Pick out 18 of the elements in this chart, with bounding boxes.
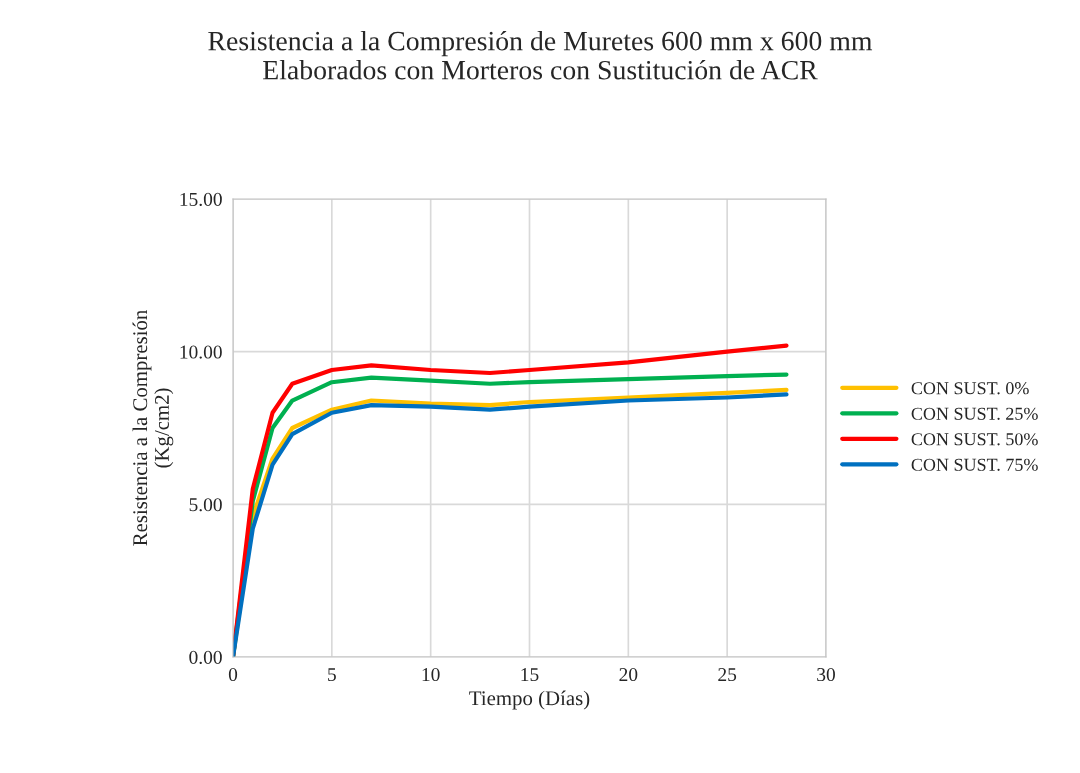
- legend-label: CON SUST. 0%: [911, 382, 1029, 395]
- y-tick-label: 0.00: [189, 650, 222, 665]
- legend-label: CON SUST. 25%: [911, 407, 1038, 420]
- x-tick-label: 20: [619, 667, 638, 682]
- y-tick-label: 15.00: [180, 192, 222, 207]
- x-tick-label: 25: [718, 668, 737, 682]
- x-tick-label: 5: [328, 668, 336, 682]
- x-tick-label: 30: [817, 667, 835, 682]
- y-tick-label: 10.00: [180, 345, 222, 359]
- x-tick-label: 10: [422, 667, 440, 682]
- x-tick-label: 0: [228, 667, 238, 682]
- x-tick-label: 15: [521, 668, 539, 682]
- chart-title: Resistencia a la Compresión de Muretes 600 mm x 600 mm Elaborados con Morteros con Sustitución de ACR: [208, 30, 873, 80]
- legend-label: CON SUST. 50%: [911, 433, 1038, 446]
- y-tick-label: 5.00: [189, 498, 222, 512]
- y-axis-title: Resistencia a la Compresión (Kg/cm2): [132, 310, 174, 546]
- x-axis-title: Tiempo (Días): [469, 690, 590, 710]
- legend-label: CON SUST. 75%: [911, 458, 1038, 471]
